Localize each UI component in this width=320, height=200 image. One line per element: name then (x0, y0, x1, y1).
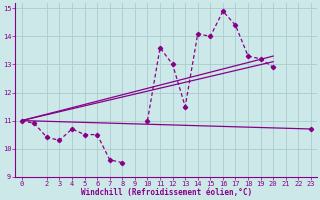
X-axis label: Windchill (Refroidissement éolien,°C): Windchill (Refroidissement éolien,°C) (81, 188, 252, 197)
